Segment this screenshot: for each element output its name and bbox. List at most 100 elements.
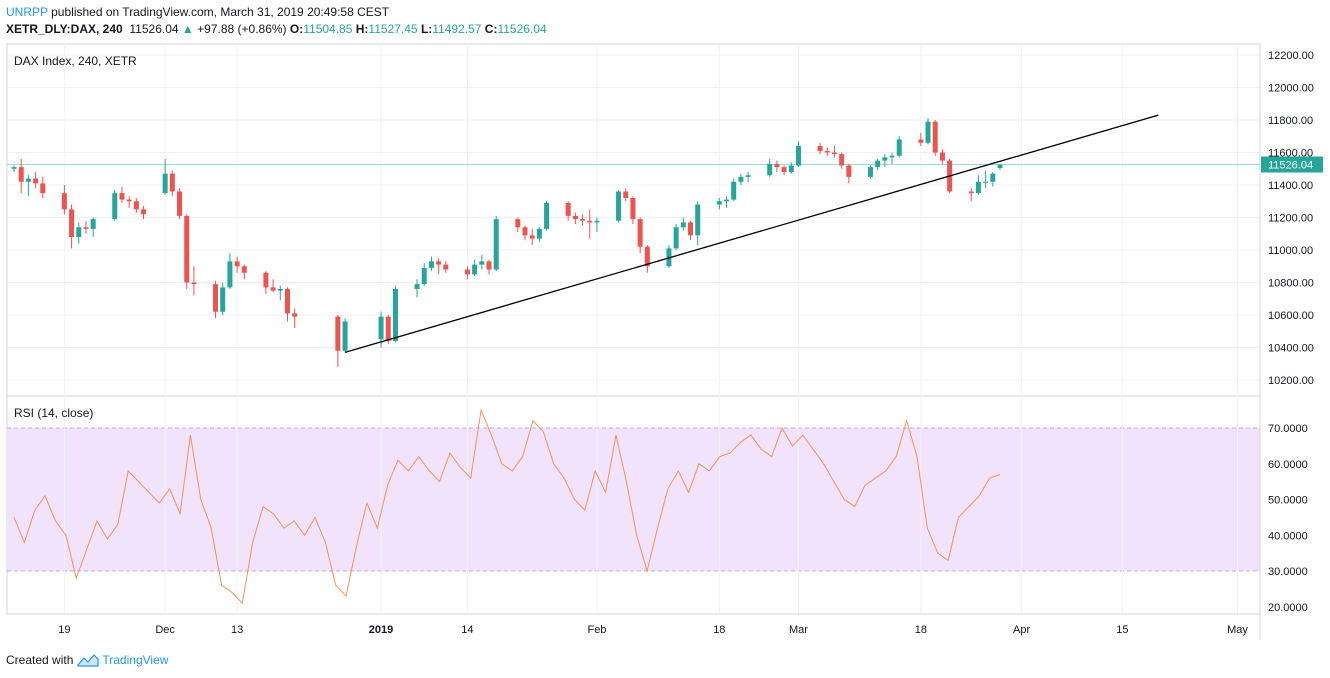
candle-body [18,167,24,182]
candle-body [385,316,391,341]
candle-body [990,173,996,182]
low-value: 11492.57 [432,22,482,36]
candle-body [745,175,751,177]
close-value: 11526.04 [497,22,547,36]
candle-body [637,219,643,247]
trendline[interactable] [344,114,1159,353]
candle-body [594,220,600,223]
author-link[interactable]: UNRPP [6,5,48,19]
candle-body [162,173,168,194]
rsi-axis-label: 40.0000 [1268,530,1308,542]
price-axis-label: 12000.00 [1268,83,1314,95]
candle-body [213,284,219,312]
candle-body [688,222,694,236]
candle-body [464,269,470,275]
candle-body [83,227,89,229]
created-with-text: Created with [6,653,74,667]
candle-body [414,284,420,289]
high-value: 11527.45 [368,22,418,36]
candle-body [119,193,125,200]
symbol-info: XETR_DLY:DAX, 240 11526.04 ▲ +97.88 (+0.… [6,22,547,37]
candle-body [76,227,82,237]
time-axis-label: 18 [915,624,927,636]
candle-body [126,199,132,202]
candle-body [436,261,442,265]
publish-info: UNRPP published on TradingView.com, Marc… [6,5,389,20]
tradingview-link[interactable]: TradingView [102,653,169,667]
tradingview-logo-icon [77,654,99,667]
candle-body [472,264,478,275]
chart-area[interactable]: 11526.04 12200.00 12000.00 11800.00 11600.0… [0,0,1330,650]
candle-body [580,219,586,221]
time-axis-label: May [1227,624,1248,636]
low-label: L: [420,22,433,36]
candle-body [486,261,492,270]
candle-body [443,264,449,270]
last-value: 11526.04 [129,22,179,36]
candle-body [277,289,283,291]
symbol-label: XETR_DLY:DAX, 240 [6,22,123,36]
change-value: +97.88 (+0.86%) [197,22,287,36]
candle-body [378,316,384,340]
close-label: C: [484,22,498,36]
time-axis-label: 19 [58,624,70,636]
candle-body [975,181,981,194]
candle-body [234,261,240,267]
candle-body [630,198,636,220]
candle-body [932,121,938,153]
time-axis-label: 15 [1116,624,1128,636]
candle-body [925,121,931,143]
candle-body [846,165,852,177]
candle-body [421,267,427,285]
price-pane[interactable] [6,43,1261,397]
candle-body [616,191,622,221]
rsi-band [7,428,1260,571]
last-price-tag [1261,156,1323,173]
rsi-axis-label: 50.0000 [1268,495,1308,507]
candle-body [284,289,290,314]
open-value: 11504.85 [303,22,353,36]
candle-body [479,261,485,265]
time-axis-label: 18 [713,624,725,636]
candle-body [896,139,902,156]
time-axis-label: Dec [155,624,175,636]
candle-body [69,209,75,237]
published-text: published on TradingView.com, March 31, … [47,5,390,19]
candle-body [191,282,197,285]
candle-body [529,235,535,239]
candle-body [968,191,974,194]
candle-body [824,150,830,153]
last-price-label: 11526.04 [1268,160,1313,172]
candle-body [738,176,744,182]
candle-body [61,193,67,210]
candle-body [875,160,881,168]
candle-body [572,215,578,220]
candle-body [544,202,550,229]
time-axis-label: Apr [1013,624,1030,636]
candle-body [839,154,845,166]
candle-body [536,228,542,239]
rsi-line [13,408,1001,605]
candle-body [184,215,190,283]
price-axis-label: 10800.00 [1268,278,1314,290]
price-axis-label: 11800.00 [1268,115,1313,127]
candle-body [623,191,629,198]
candle-body [795,146,801,166]
candle-body [40,183,46,194]
candle-body [731,181,737,200]
candle-body [587,220,593,223]
candle-body [141,209,147,215]
candle-body [724,199,730,202]
price-axis-label: 12200.00 [1268,50,1314,62]
candle-body [493,219,499,270]
candle-body [112,193,118,220]
candle-body [831,152,837,155]
time-axis-label: Mar [789,624,808,636]
time-axis-label: Feb [587,624,606,636]
candle-body [335,316,341,351]
candle-body [515,219,521,228]
candle-body [565,202,571,216]
candle-body [428,261,434,268]
open-label: O: [289,22,304,36]
rsi-axis-label: 20.0000 [1268,602,1308,614]
